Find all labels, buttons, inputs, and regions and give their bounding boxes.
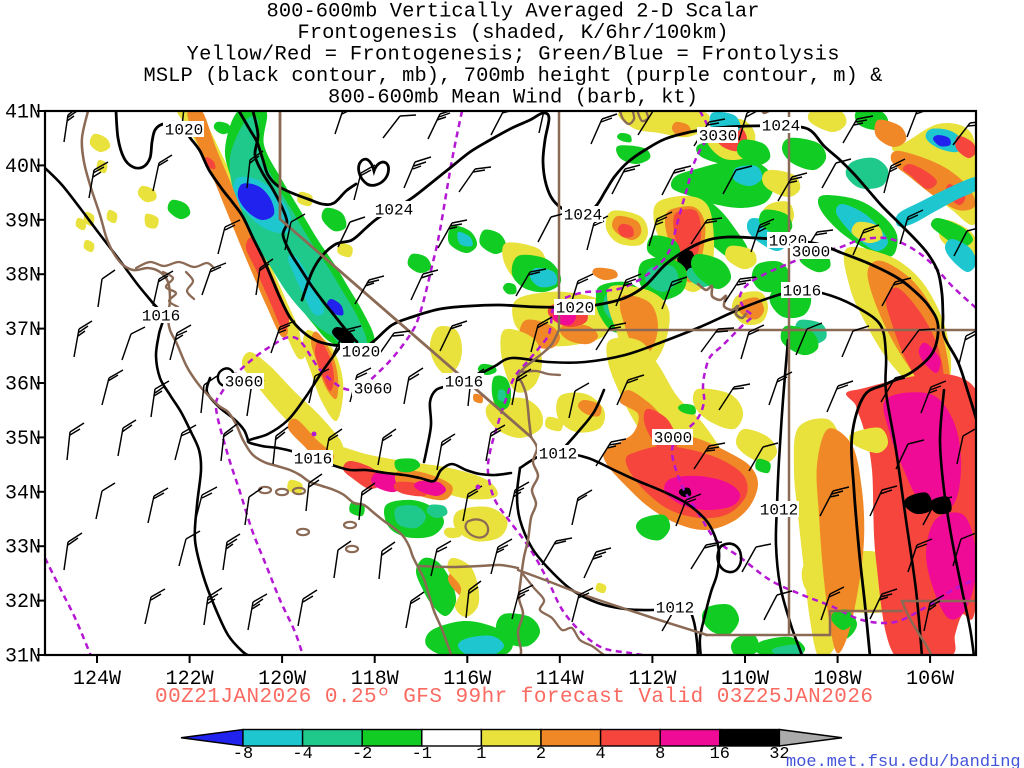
svg-text:4: 4: [595, 745, 605, 764]
svg-text:2: 2: [536, 745, 546, 764]
svg-text:1020: 1020: [556, 300, 594, 318]
svg-text:106W: 106W: [906, 668, 954, 691]
svg-text:1024: 1024: [762, 118, 800, 136]
svg-text:122W: 122W: [166, 668, 214, 691]
svg-text:32: 32: [769, 745, 789, 764]
svg-text:moe.met.fsu.edu/banding: moe.met.fsu.edu/banding: [786, 753, 1021, 768]
svg-text:1020: 1020: [165, 122, 203, 140]
svg-text:Frontogenesis (shaded, K/6hr/1: Frontogenesis (shaded, K/6hr/100km): [298, 22, 729, 45]
svg-text:41N: 41N: [5, 102, 41, 125]
svg-text:1012: 1012: [656, 600, 694, 618]
svg-text:16: 16: [710, 745, 730, 764]
svg-text:1016: 1016: [294, 451, 332, 469]
svg-text:1012: 1012: [539, 446, 577, 464]
svg-text:1012: 1012: [760, 502, 798, 520]
svg-text:800-600mb Vertically Averaged: 800-600mb Vertically Averaged 2-D Scalar: [267, 1, 760, 24]
svg-text:110W: 110W: [721, 668, 769, 691]
svg-text:1016: 1016: [783, 283, 821, 301]
svg-text:00Z21JAN2026 0.25º GFS 99hr fo: 00Z21JAN2026 0.25º GFS 99hr forecast Val…: [155, 686, 873, 709]
svg-text:1024: 1024: [564, 207, 602, 225]
svg-text:40N: 40N: [5, 156, 41, 179]
svg-text:39N: 39N: [5, 210, 41, 233]
svg-text:1024: 1024: [375, 202, 413, 220]
svg-text:-1: -1: [412, 745, 432, 764]
svg-text:3060: 3060: [354, 381, 392, 399]
svg-text:108W: 108W: [814, 668, 862, 691]
svg-text:Yellow/Red = Frontogenesis; G: Yellow/Red = Frontogenesis; Green/Blue =…: [187, 44, 840, 67]
svg-text:35N: 35N: [5, 428, 41, 451]
svg-text:3000: 3000: [654, 430, 692, 448]
svg-text:3060: 3060: [225, 374, 263, 392]
svg-text:MSLP (black contour, mb), 700m: MSLP (black contour, mb), 700mb height (…: [144, 65, 883, 88]
svg-text:33N: 33N: [5, 537, 41, 560]
svg-text:112W: 112W: [628, 668, 676, 691]
svg-text:118W: 118W: [351, 668, 399, 691]
svg-text:114W: 114W: [536, 668, 584, 691]
svg-text:34N: 34N: [5, 482, 41, 505]
svg-text:1020: 1020: [342, 344, 380, 362]
svg-text:1016: 1016: [142, 308, 180, 326]
svg-text:124W: 124W: [73, 668, 121, 691]
svg-text:38N: 38N: [5, 265, 41, 288]
svg-text:1016: 1016: [445, 374, 483, 392]
svg-text:120W: 120W: [258, 668, 306, 691]
svg-text:8: 8: [655, 745, 665, 764]
svg-text:800-600mb Mean Wind (barb, kt): 800-600mb Mean Wind (barb, kt): [328, 87, 698, 110]
svg-text:36N: 36N: [5, 374, 41, 397]
svg-text:-2: -2: [352, 745, 372, 764]
svg-text:37N: 37N: [5, 319, 41, 342]
svg-text:3030: 3030: [699, 128, 737, 146]
svg-text:-8: -8: [233, 745, 253, 764]
svg-text:31N: 31N: [5, 646, 41, 669]
svg-text:3000: 3000: [792, 244, 830, 262]
svg-text:116W: 116W: [443, 668, 491, 691]
svg-text:32N: 32N: [5, 591, 41, 614]
svg-text:-4: -4: [292, 745, 312, 764]
svg-text:1: 1: [476, 745, 486, 764]
